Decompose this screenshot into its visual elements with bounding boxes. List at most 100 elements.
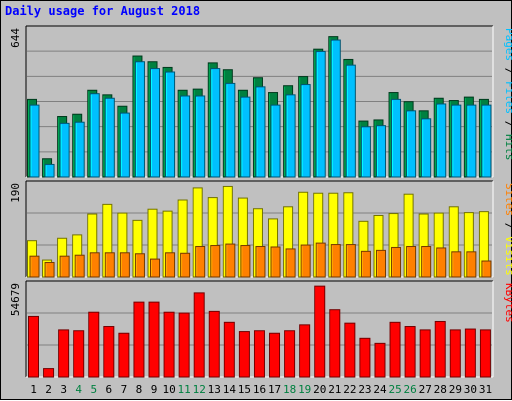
bar-sites: [436, 247, 447, 278]
bar-kbytes: [28, 315, 39, 378]
x-tick-label: 2: [45, 383, 52, 396]
bar-files: [315, 50, 326, 178]
bar-files: [74, 121, 85, 178]
bar-files: [285, 94, 296, 178]
bar-files: [255, 86, 266, 178]
bar-sites: [391, 246, 402, 278]
x-tick-label: 13: [208, 383, 221, 396]
bar-files: [406, 110, 417, 178]
bar-sites: [134, 253, 145, 278]
x-tick-label: 15: [238, 383, 251, 396]
x-tick-label: 29: [449, 383, 462, 396]
legend-hits-files-pages: Pages / Files / Hits: [503, 28, 512, 161]
bar-kbytes: [359, 337, 371, 378]
bar-sites: [104, 252, 115, 278]
x-tick-label: 1: [30, 383, 37, 396]
bar-files: [59, 122, 70, 178]
bar-sites: [270, 246, 281, 278]
x-tick-label: 22: [343, 383, 356, 396]
legend-entry: Hits: [503, 134, 512, 161]
bar-files: [150, 68, 161, 178]
bar-sites: [165, 252, 176, 278]
bar-kbytes: [88, 311, 100, 378]
bar-files: [466, 104, 477, 178]
bar-files: [29, 104, 40, 178]
bar-sites: [150, 258, 161, 278]
x-tick-label: 11: [178, 383, 191, 396]
bar-sites: [421, 245, 432, 278]
bar-files: [375, 125, 386, 178]
bar-sites: [375, 249, 386, 278]
x-tick-label: 17: [268, 383, 281, 396]
bar-files: [195, 95, 206, 178]
x-tick-label: 10: [162, 383, 175, 396]
bar-kbytes: [103, 326, 115, 378]
bar-sites: [74, 254, 85, 278]
x-tick-label: 26: [404, 383, 417, 396]
bar-files: [345, 64, 356, 178]
bar-files: [451, 104, 462, 178]
x-tick-label: 19: [298, 383, 311, 396]
bar-kbytes: [163, 311, 175, 378]
bar-sites: [195, 245, 206, 278]
bar-sites: [119, 252, 130, 278]
x-tick-label: 14: [223, 383, 237, 396]
bar-kbytes: [299, 324, 311, 378]
bar-sites: [360, 250, 371, 278]
bar-kbytes: [419, 329, 431, 378]
bar-sites: [406, 245, 417, 278]
bar-files: [436, 103, 447, 178]
bar-kbytes: [58, 329, 70, 378]
x-tick-label: 8: [136, 383, 143, 396]
legend-visits-sites: Sites / Visits: [503, 183, 512, 276]
legend-entry: KBytes: [503, 283, 512, 323]
bar-kbytes: [178, 312, 190, 378]
chart-title: Daily usage for August 2018: [5, 4, 201, 18]
x-tick-label: 16: [253, 383, 266, 396]
legend-entry: Files: [503, 81, 512, 114]
bar-kbytes: [223, 321, 235, 378]
bar-kbytes: [464, 328, 476, 378]
x-tick-label: 28: [434, 383, 447, 396]
bar-kbytes: [148, 301, 160, 378]
bar-files: [210, 68, 221, 178]
x-tick-label: 20: [313, 383, 326, 396]
x-tick-label: 24: [373, 383, 387, 396]
bar-sites: [345, 244, 356, 278]
x-tick-label: 5: [90, 383, 97, 396]
bar-files: [104, 97, 115, 178]
bar-sites: [44, 261, 55, 278]
bar-sites: [255, 245, 266, 278]
bar-kbytes: [253, 330, 265, 378]
x-tick-label: 21: [328, 383, 341, 396]
bar-files: [134, 61, 145, 178]
bar-kbytes: [434, 320, 446, 378]
bar-sites: [89, 252, 100, 278]
bar-sites: [451, 251, 462, 278]
bar-kbytes: [374, 342, 386, 378]
bar-kbytes: [329, 309, 341, 378]
x-tick-label: 18: [283, 383, 296, 396]
bar-sites: [180, 252, 191, 278]
bar-files: [89, 93, 100, 178]
bar-files: [165, 71, 176, 178]
bar-kbytes: [284, 330, 296, 378]
bar-files: [44, 163, 55, 178]
x-tick-label: 3: [60, 383, 67, 396]
x-tick-label: 25: [388, 383, 401, 396]
bar-files: [360, 126, 371, 178]
bar-sites: [481, 260, 492, 278]
bar-kbytes: [389, 321, 401, 378]
bar-kbytes: [43, 368, 55, 378]
legend-entry: Pages: [503, 28, 512, 61]
legend-kbytes: KBytes: [503, 283, 512, 323]
bar-sites: [466, 251, 477, 278]
bar-sites: [315, 242, 326, 278]
x-tick-label: 31: [479, 383, 492, 396]
bar-files: [240, 96, 251, 178]
bar-kbytes: [269, 332, 281, 378]
bar-kbytes: [118, 332, 130, 378]
bar-files: [225, 82, 236, 178]
